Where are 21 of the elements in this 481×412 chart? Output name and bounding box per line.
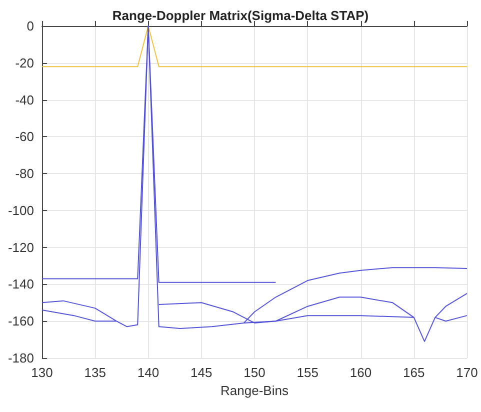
y-tick-label: -40	[15, 92, 34, 108]
x-tick-label: 145	[190, 365, 212, 380]
y-tick-label: -80	[15, 166, 34, 182]
x-tick-label: 140	[137, 365, 160, 380]
y-tick-label: -60	[15, 129, 34, 144]
x-tick-label: 155	[296, 365, 318, 380]
y-tick-label: -160	[8, 314, 34, 329]
x-tick-label: 165	[403, 365, 425, 380]
x-tick-label: 170	[456, 365, 478, 380]
chart-title: Range-Doppler Matrix(Sigma-Delta STAP)	[112, 8, 369, 23]
y-tick-label: -180	[8, 350, 34, 366]
x-tick-label: 160	[350, 365, 372, 380]
y-tick-label: -20	[15, 55, 34, 70]
x-axis-title: Range-Bins	[220, 383, 289, 398]
y-tick-label: -100	[8, 202, 34, 218]
x-tick-label: 130	[31, 365, 53, 380]
x-tick-label: 135	[84, 365, 106, 380]
x-tick-label: 150	[244, 365, 266, 380]
y-tick-label: 0	[26, 18, 34, 34]
y-tick-label: -120	[8, 240, 34, 255]
y-tick-label: -140	[8, 276, 34, 292]
